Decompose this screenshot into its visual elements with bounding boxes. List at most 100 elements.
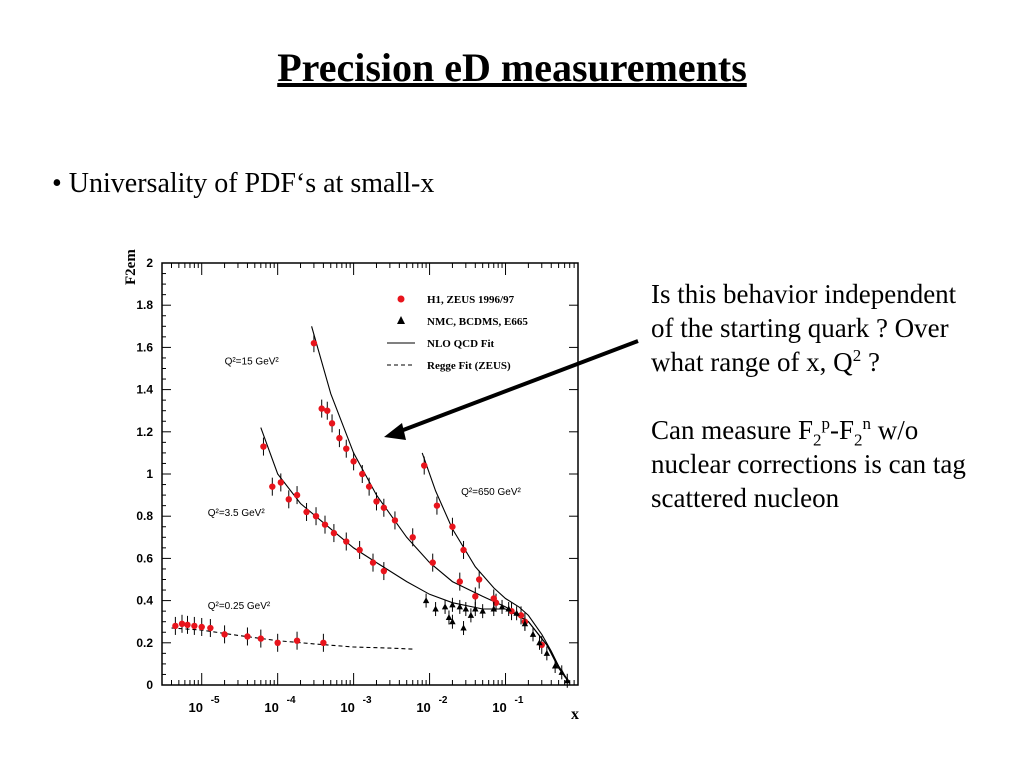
data-point-h1-zeus — [321, 521, 329, 528]
fit-curve-q2-3_5 — [260, 427, 571, 684]
data-point-h1-zeus — [198, 623, 205, 631]
curve-annotation: Q²=15 GeV² — [225, 356, 280, 367]
legend-label: Regge Fit (ZEUS) — [427, 360, 511, 372]
data-point-nmc-bcdms — [432, 605, 439, 612]
slide-title: Precision eD measurements — [277, 45, 747, 90]
data-point-h1-zeus — [429, 559, 436, 566]
y-tick-label: 1.2 — [136, 425, 153, 439]
data-point-h1-zeus — [449, 523, 456, 530]
data-point-nmc-bcdms — [490, 605, 497, 612]
y-tick-label: 1 — [146, 467, 153, 481]
curve-annotation: Q²=650 GeV² — [461, 487, 521, 498]
legend-marker-dot — [397, 295, 405, 303]
y-tick-label: 0.8 — [136, 509, 153, 523]
data-point-h1-zeus — [260, 443, 267, 450]
fit-curve-q2-15 — [311, 326, 571, 684]
y-tick-label: 1.8 — [136, 298, 153, 312]
data-point-nmc-bcdms — [498, 603, 506, 610]
legend-label: H1, ZEUS 1996/97 — [427, 294, 515, 306]
data-point-h1-zeus — [460, 546, 467, 554]
fit-curve-q2-0_25 — [171, 627, 413, 650]
y-tick-label: 0.6 — [136, 551, 153, 565]
data-point-h1-zeus — [257, 635, 265, 642]
data-point-nmc-bcdms — [543, 649, 551, 656]
y-tick-label: 1.4 — [136, 383, 153, 397]
data-point-h1-zeus — [343, 538, 350, 545]
x-tick-exponent: -3 — [363, 695, 372, 706]
data-point-nmc-bcdms — [564, 677, 571, 684]
data-point-h1-zeus — [330, 529, 338, 537]
legend-marker-triangle — [397, 316, 405, 324]
data-point-nmc-bcdms — [462, 605, 470, 612]
data-point-h1-zeus — [310, 339, 318, 347]
data-point-h1-zeus — [472, 593, 479, 600]
data-point-h1-zeus — [517, 612, 525, 619]
side-measurement-sub2: 2 — [853, 430, 863, 450]
side-measurement-c: w/o nuclear corrections is can tag scatt… — [651, 415, 966, 513]
y-axis-label: F2em — [123, 249, 139, 285]
side-question: Is this behavior independent of the star… — [651, 277, 981, 379]
x-tick-label: 10 — [416, 700, 430, 715]
x-tick-exponent: -4 — [287, 695, 296, 706]
data-point-h1-zeus — [277, 479, 285, 486]
x-tick-label: 10 — [188, 700, 202, 715]
data-point-nmc-bcdms — [467, 611, 475, 618]
legend-label: NMC, BCDMS, E665 — [427, 316, 528, 328]
data-point-nmc-bcdms — [460, 624, 467, 631]
x-tick-exponent: -1 — [515, 695, 524, 706]
data-point-h1-zeus — [350, 458, 357, 465]
y-tick-label: 0.2 — [136, 636, 153, 650]
data-point-h1-zeus — [433, 502, 441, 509]
x-tick-exponent: -5 — [211, 695, 220, 706]
data-point-h1-zeus — [380, 567, 388, 575]
side-question-end: ? — [861, 347, 880, 377]
data-point-h1-zeus — [274, 639, 281, 646]
data-point-h1-zeus — [244, 633, 251, 640]
data-point-h1-zeus — [184, 621, 191, 629]
data-point-h1-zeus — [269, 483, 276, 490]
data-point-h1-zeus — [336, 434, 343, 442]
curve-annotation: Q²=3.5 GeV² — [208, 508, 266, 519]
side-question-text: Is this behavior independent of the star… — [651, 279, 957, 377]
y-tick-label: 2 — [146, 256, 153, 270]
side-measurement-sup2: n — [862, 414, 871, 433]
legend-label: NLO QCD Fit — [427, 338, 495, 350]
y-tick-label: 1.6 — [136, 340, 153, 354]
data-point-h1-zeus — [293, 637, 301, 644]
data-point-h1-zeus — [409, 534, 416, 541]
data-point-nmc-bcdms — [449, 618, 456, 625]
data-point-nmc-bcdms — [456, 603, 463, 610]
data-point-h1-zeus — [324, 407, 331, 414]
x-tick-label: 10 — [340, 700, 354, 715]
data-point-h1-zeus — [356, 546, 363, 554]
x-tick-label: 10 — [492, 700, 506, 715]
data-point-nmc-bcdms — [422, 597, 430, 604]
side-measurement-a: Can measure F — [651, 415, 813, 445]
curve-annotation: Q²=0.25 GeV² — [208, 601, 271, 612]
f2-chart: 0 0.2 0.4 0.6 0.8 1 1.2 1.4 1.6 1.8 2 10 -5 10 -4 10 -3 1… — [123, 249, 579, 723]
data-point-nmc-bcdms — [445, 613, 453, 620]
data-point-nmc-bcdms — [449, 601, 456, 608]
data-point-nmc-bcdms — [479, 607, 486, 614]
side-measurement-sup1: p — [821, 414, 830, 433]
side-measurement-b: -F — [829, 415, 854, 445]
side-measurement: Can measure F2p-F2n w/o nuclear correcti… — [651, 413, 981, 515]
data-point-nmc-bcdms — [472, 605, 479, 612]
data-point-h1-zeus — [490, 595, 497, 602]
data-point-h1-zeus — [359, 470, 366, 478]
data-point-h1-zeus — [343, 445, 350, 452]
data-point-nmc-bcdms — [513, 609, 520, 616]
data-point-h1-zeus — [207, 624, 214, 632]
data-point-h1-zeus — [320, 639, 327, 646]
data-point-h1-zeus — [328, 420, 336, 427]
side-note: Is this behavior independent of the star… — [651, 277, 981, 515]
data-point-h1-zeus — [293, 491, 301, 499]
bullet-point: • Universality of PDF‘s at small-x — [52, 168, 435, 199]
data-point-nmc-bcdms — [505, 605, 512, 612]
data-point-h1-zeus — [456, 578, 463, 585]
data-point-h1-zeus — [421, 462, 428, 469]
data-point-h1-zeus — [221, 631, 228, 638]
data-point-h1-zeus — [318, 405, 325, 412]
data-point-h1-zeus — [172, 622, 179, 630]
data-point-h1-zeus — [380, 504, 388, 511]
